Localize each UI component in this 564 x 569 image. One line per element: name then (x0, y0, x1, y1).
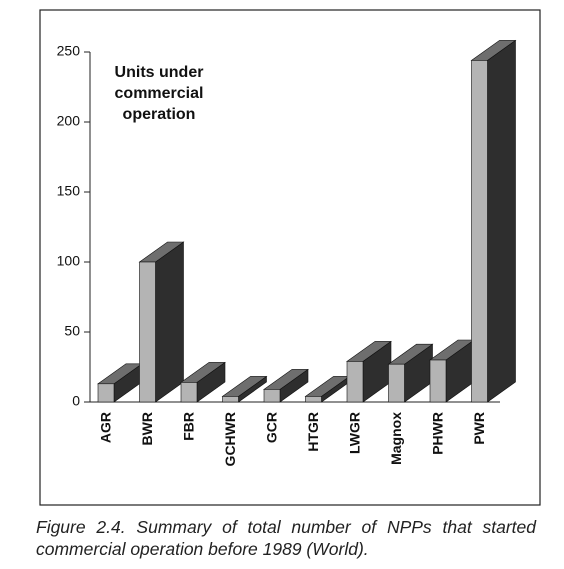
x-tick-label: LWGR (347, 412, 363, 454)
x-tick-label: PWR (471, 412, 487, 445)
x-tick-label: FBR (181, 412, 197, 441)
x-tick-label: Magnox (388, 412, 404, 465)
annotation: Units under commercial operation (114, 64, 204, 123)
y-tick-label: 0 (72, 393, 80, 409)
bar (388, 363, 405, 403)
x-tick-label: AGR (98, 412, 114, 443)
y-tick-label: 250 (57, 43, 81, 59)
y-tick-label: 150 (57, 183, 81, 199)
x-tick-label: PHWR (430, 412, 446, 455)
chart: 0 50 100 150 200 250 AGR BWR FBR GCHWR GCR HTGR LWGR… (39, 9, 541, 506)
x-tick-label: GCHWR (222, 412, 238, 466)
bar (471, 60, 488, 403)
y-tick-label: 200 (57, 113, 81, 129)
x-tick-label: GCR (264, 412, 280, 443)
bar (429, 359, 447, 403)
bar-side (155, 241, 184, 403)
frame (39, 9, 541, 506)
bar (180, 382, 198, 403)
bar (305, 396, 322, 403)
y-tick-label: 100 (57, 253, 81, 269)
caption: Figure 2.4. Summary of total number of N… (36, 517, 536, 559)
y-tick-label: 50 (64, 323, 80, 339)
bar (263, 389, 281, 403)
bar-side (487, 39, 516, 403)
x-tick-label: BWR (139, 412, 155, 445)
bar (139, 261, 156, 403)
bar (97, 383, 115, 403)
bar (222, 396, 239, 403)
bar (346, 361, 364, 403)
x-tick-label: HTGR (305, 412, 321, 452)
